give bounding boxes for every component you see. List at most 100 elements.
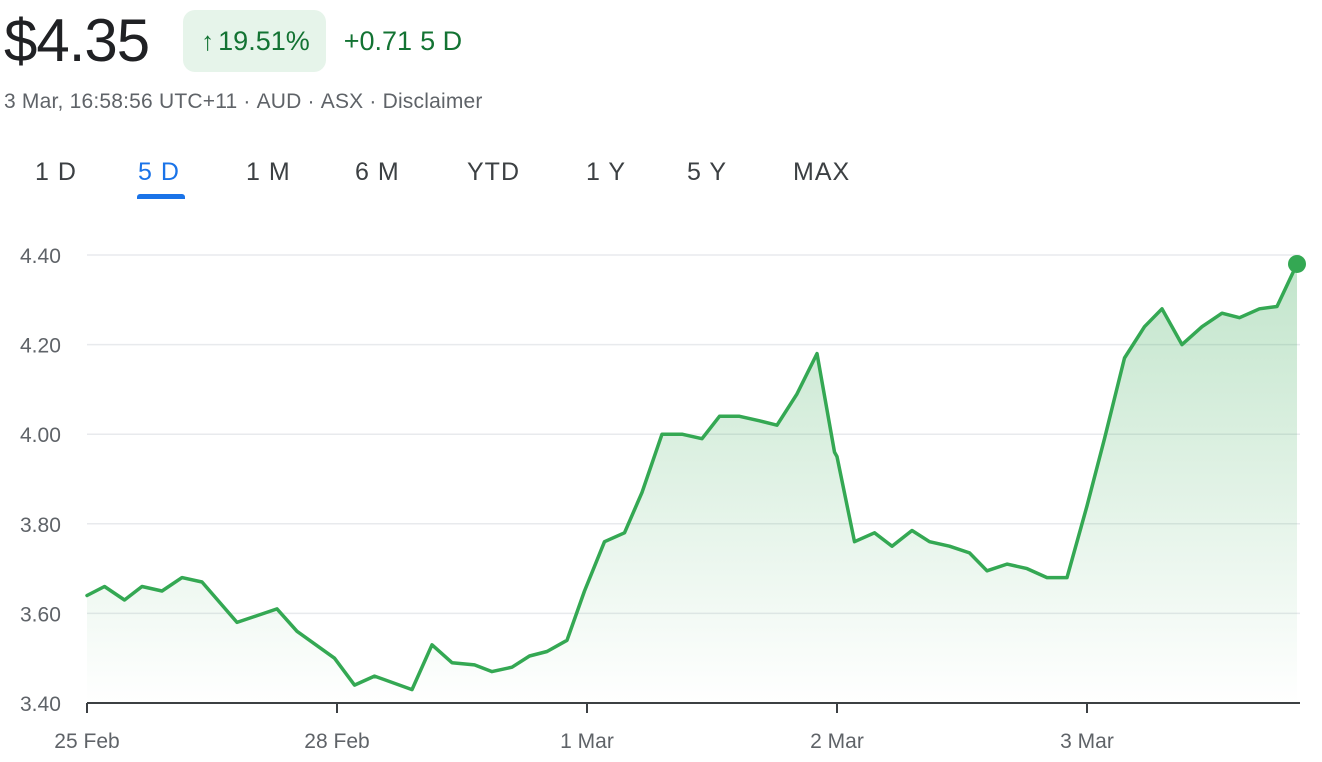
data-point[interactable] (964, 547, 976, 559)
tab-5d[interactable]: 5 D (138, 158, 180, 186)
data-point[interactable] (506, 661, 518, 673)
x-tick-label: 25 Feb (54, 730, 119, 753)
y-tick-label: 3.60 (20, 603, 61, 626)
data-point[interactable] (599, 536, 611, 548)
data-point[interactable] (156, 585, 168, 597)
data-point[interactable] (446, 657, 458, 669)
data-point[interactable] (1119, 352, 1131, 364)
separator-dot: · (307, 90, 315, 113)
data-point[interactable] (1254, 303, 1266, 315)
data-point[interactable] (636, 486, 648, 498)
quote-exchange: ASX (320, 90, 364, 113)
data-point[interactable] (136, 581, 148, 593)
data-point[interactable] (369, 670, 381, 682)
data-point[interactable] (1081, 500, 1093, 512)
x-tick-label: 2 Mar (810, 730, 864, 753)
series-line (85, 262, 1299, 692)
quote-timestamp: 3 Mar, 16:58:56 UTC+11 (4, 90, 238, 113)
data-point[interactable] (349, 679, 361, 691)
data-point[interactable] (849, 536, 861, 548)
change-period: 5 D (420, 25, 463, 56)
data-point[interactable] (1196, 321, 1208, 333)
change-summary: +0.71 5 D (344, 26, 462, 57)
data-point[interactable] (524, 650, 536, 662)
data-point[interactable] (1156, 303, 1168, 315)
data-point[interactable] (579, 585, 591, 597)
data-point[interactable] (1099, 433, 1111, 445)
tab-5y[interactable]: 5 Y (687, 158, 728, 186)
series-area-fill (87, 264, 1297, 703)
data-point[interactable] (119, 594, 131, 606)
chart-series (81, 254, 1306, 703)
y-tick-label: 4.00 (20, 424, 61, 447)
quote-meta: 3 Mar, 16:58:56 UTC+11 · AUD · ASX · Disclaime… (4, 90, 483, 114)
data-point[interactable] (329, 652, 341, 664)
current-price: $4.35 (4, 7, 150, 74)
data-point[interactable] (1176, 339, 1188, 351)
tab-max[interactable]: MAX (793, 158, 851, 186)
data-point[interactable] (469, 659, 481, 671)
data-point[interactable] (714, 410, 726, 422)
data-point[interactable] (176, 572, 188, 584)
data-point[interactable] (541, 645, 553, 657)
data-point[interactable] (656, 428, 668, 440)
data-point[interactable] (99, 581, 111, 593)
data-point[interactable] (1041, 572, 1053, 584)
data-point[interactable] (231, 616, 243, 628)
data-point[interactable] (196, 576, 208, 588)
y-axis-labels: 3.40 3.60 3.80 4.00 4.20 4.40 (20, 245, 61, 716)
data-point[interactable] (886, 540, 898, 552)
data-point[interactable] (1139, 321, 1151, 333)
range-tabs: 1 D 5 D 1 M 6 M YTD 1 Y 5 Y MAX (0, 150, 900, 202)
active-tab-indicator (137, 194, 185, 199)
data-point[interactable] (291, 625, 303, 637)
data-point[interactable] (1291, 258, 1303, 270)
y-tick-label: 3.80 (20, 514, 61, 537)
y-tick-label: 4.20 (20, 335, 61, 358)
disclaimer-link[interactable]: Disclaimer (382, 90, 483, 113)
tab-1m[interactable]: 1 M (246, 158, 291, 186)
data-point[interactable] (734, 410, 746, 422)
data-point[interactable] (771, 419, 783, 431)
tab-1y[interactable]: 1 Y (586, 158, 627, 186)
data-point[interactable] (561, 634, 573, 646)
data-point[interactable] (944, 540, 956, 552)
tab-ytd[interactable]: YTD (467, 158, 520, 186)
data-point[interactable] (81, 589, 93, 601)
x-tick-label: 3 Mar (1060, 730, 1114, 753)
data-point[interactable] (981, 565, 993, 577)
data-point[interactable] (619, 527, 631, 539)
data-point[interactable] (924, 536, 936, 548)
data-point[interactable] (676, 428, 688, 440)
quote-header: $4.35 ↑ 19.51% +0.71 5 D (4, 6, 462, 76)
x-tick-label: 28 Feb (304, 730, 369, 753)
data-point[interactable] (791, 388, 803, 400)
data-point[interactable] (906, 525, 918, 537)
tab-1d[interactable]: 1 D (35, 158, 77, 186)
y-tick-label: 3.40 (20, 693, 61, 716)
x-axis: 25 Feb 28 Feb 1 Mar 2 Mar 3 Mar (54, 702, 1300, 753)
tab-6m[interactable]: 6 M (355, 158, 400, 186)
change-value: +0.71 (343, 25, 413, 56)
data-point[interactable] (1021, 563, 1033, 575)
data-point[interactable] (696, 433, 708, 445)
data-point[interactable] (406, 684, 418, 696)
data-point[interactable] (1216, 307, 1228, 319)
data-point[interactable] (869, 527, 881, 539)
data-point[interactable] (811, 348, 823, 360)
separator-dot: · (369, 90, 377, 113)
change-percent: 19.51% (218, 25, 310, 56)
data-point[interactable] (1271, 301, 1283, 313)
data-point[interactable] (426, 639, 438, 651)
change-percent-badge: ↑ 19.51% (183, 10, 326, 72)
data-point[interactable] (1061, 572, 1073, 584)
data-point[interactable] (831, 451, 843, 463)
x-tick-label: 1 Mar (560, 730, 614, 753)
data-point[interactable] (271, 603, 283, 615)
data-point[interactable] (486, 666, 498, 678)
data-point[interactable] (1234, 312, 1246, 324)
data-point[interactable] (1001, 558, 1013, 570)
data-point[interactable] (754, 415, 766, 427)
y-tick-label: 4.40 (20, 245, 61, 268)
